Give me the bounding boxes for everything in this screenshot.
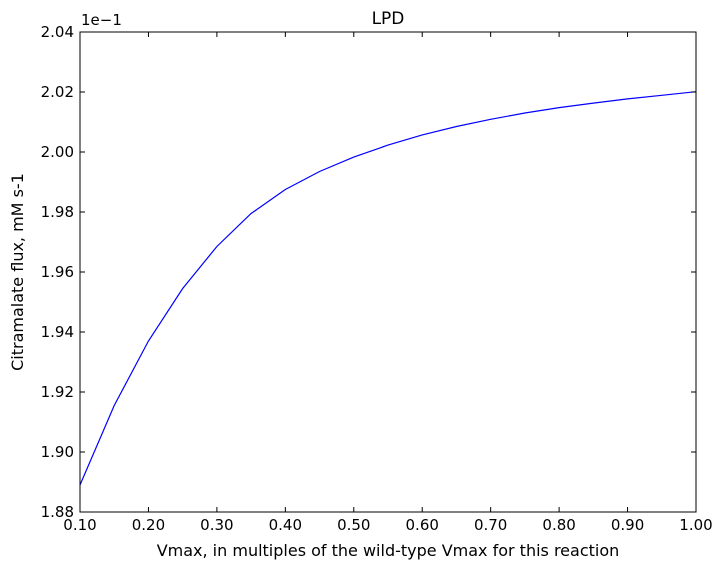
chart-title: LPD	[372, 9, 405, 29]
y-tick-label: 2.02	[41, 83, 74, 101]
x-tick-label: 0.20	[132, 516, 165, 534]
x-tick-label: 0.80	[542, 516, 575, 534]
series-line-0	[79, 91, 697, 486]
x-tick-label: 0.30	[200, 516, 233, 534]
y-axis-title: Citramalate flux, mM s-1	[8, 173, 27, 371]
x-tick-label: 1.00	[679, 516, 712, 534]
plot-frame	[79, 31, 697, 513]
y-tick-label: 1.90	[41, 443, 74, 461]
y-tick-label: 1.98	[41, 203, 74, 221]
x-tick-label: 0.50	[337, 516, 370, 534]
y-tick-label: 2.00	[41, 143, 74, 161]
y-offset-label: 1e−1	[81, 11, 122, 29]
y-tick-label: 1.88	[41, 503, 74, 521]
y-tick-label: 1.94	[41, 323, 74, 341]
x-tick-label: 0.40	[269, 516, 302, 534]
x-axis-title: Vmax, in multiples of the wild-type Vmax…	[157, 541, 620, 560]
x-tick-label: 0.90	[611, 516, 644, 534]
x-tick-label: 0.10	[63, 516, 96, 534]
y-tick-label: 1.92	[41, 383, 74, 401]
x-tick-label: 0.70	[474, 516, 507, 534]
y-tick-label: 2.04	[41, 23, 74, 41]
x-tick-label: 0.60	[406, 516, 439, 534]
y-tick-label: 1.96	[41, 263, 74, 281]
